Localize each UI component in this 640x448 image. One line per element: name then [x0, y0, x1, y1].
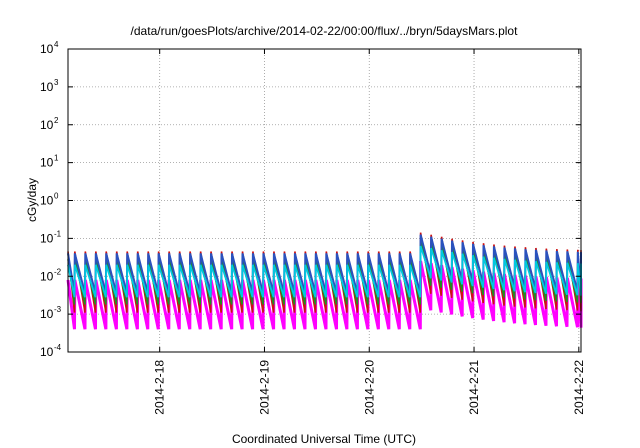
y-tick-label: 10 — [40, 307, 54, 321]
x-axis-label: Coordinated Universal Time (UTC) — [232, 432, 416, 446]
x-tick-label: 2014-2-18 — [153, 360, 167, 415]
x-ticks: 2014-2-18 2014-2-19 2014-2-20 2014-2-21 2014… — [153, 49, 586, 415]
y-tick-exponent: -4 — [54, 343, 62, 352]
y-axis-label: cGy/day — [25, 178, 39, 222]
y-tick-label: 10 — [40, 194, 54, 208]
y-tick-exponent: -1 — [54, 229, 62, 238]
y-tick-exponent: 1 — [54, 154, 59, 163]
y-tick-exponent: 2 — [54, 116, 59, 125]
y-tick-label: 10 — [40, 156, 54, 170]
series-line — [66, 260, 583, 330]
y-tick-label: 10 — [40, 42, 54, 56]
series-layer — [66, 232, 583, 330]
x-tick-label: 2014-2-19 — [257, 360, 271, 415]
y-tick-label: 10 — [40, 118, 54, 132]
y-tick-exponent: 3 — [54, 78, 59, 87]
x-tick-label: 2014-2-21 — [467, 360, 481, 415]
series-line — [67, 245, 582, 298]
series-line — [67, 234, 582, 294]
y-tick-exponent: 0 — [54, 192, 59, 201]
y-tick-exponent: -3 — [54, 305, 62, 314]
y-tick-exponent: -2 — [54, 267, 62, 276]
y-tick-label: 10 — [40, 269, 54, 283]
y-tick-label: 10 — [40, 80, 54, 94]
chart-title: /data/run/goesPlots/archive/2014-02-22/0… — [131, 24, 519, 38]
y-tick-label: 10 — [40, 231, 54, 245]
y-tick-label: 10 — [40, 345, 54, 359]
x-tick-label: 2014-2-20 — [362, 360, 376, 415]
x-tick-label: 2014-2-22 — [572, 360, 586, 415]
y-tick-exponent: 4 — [54, 40, 59, 49]
